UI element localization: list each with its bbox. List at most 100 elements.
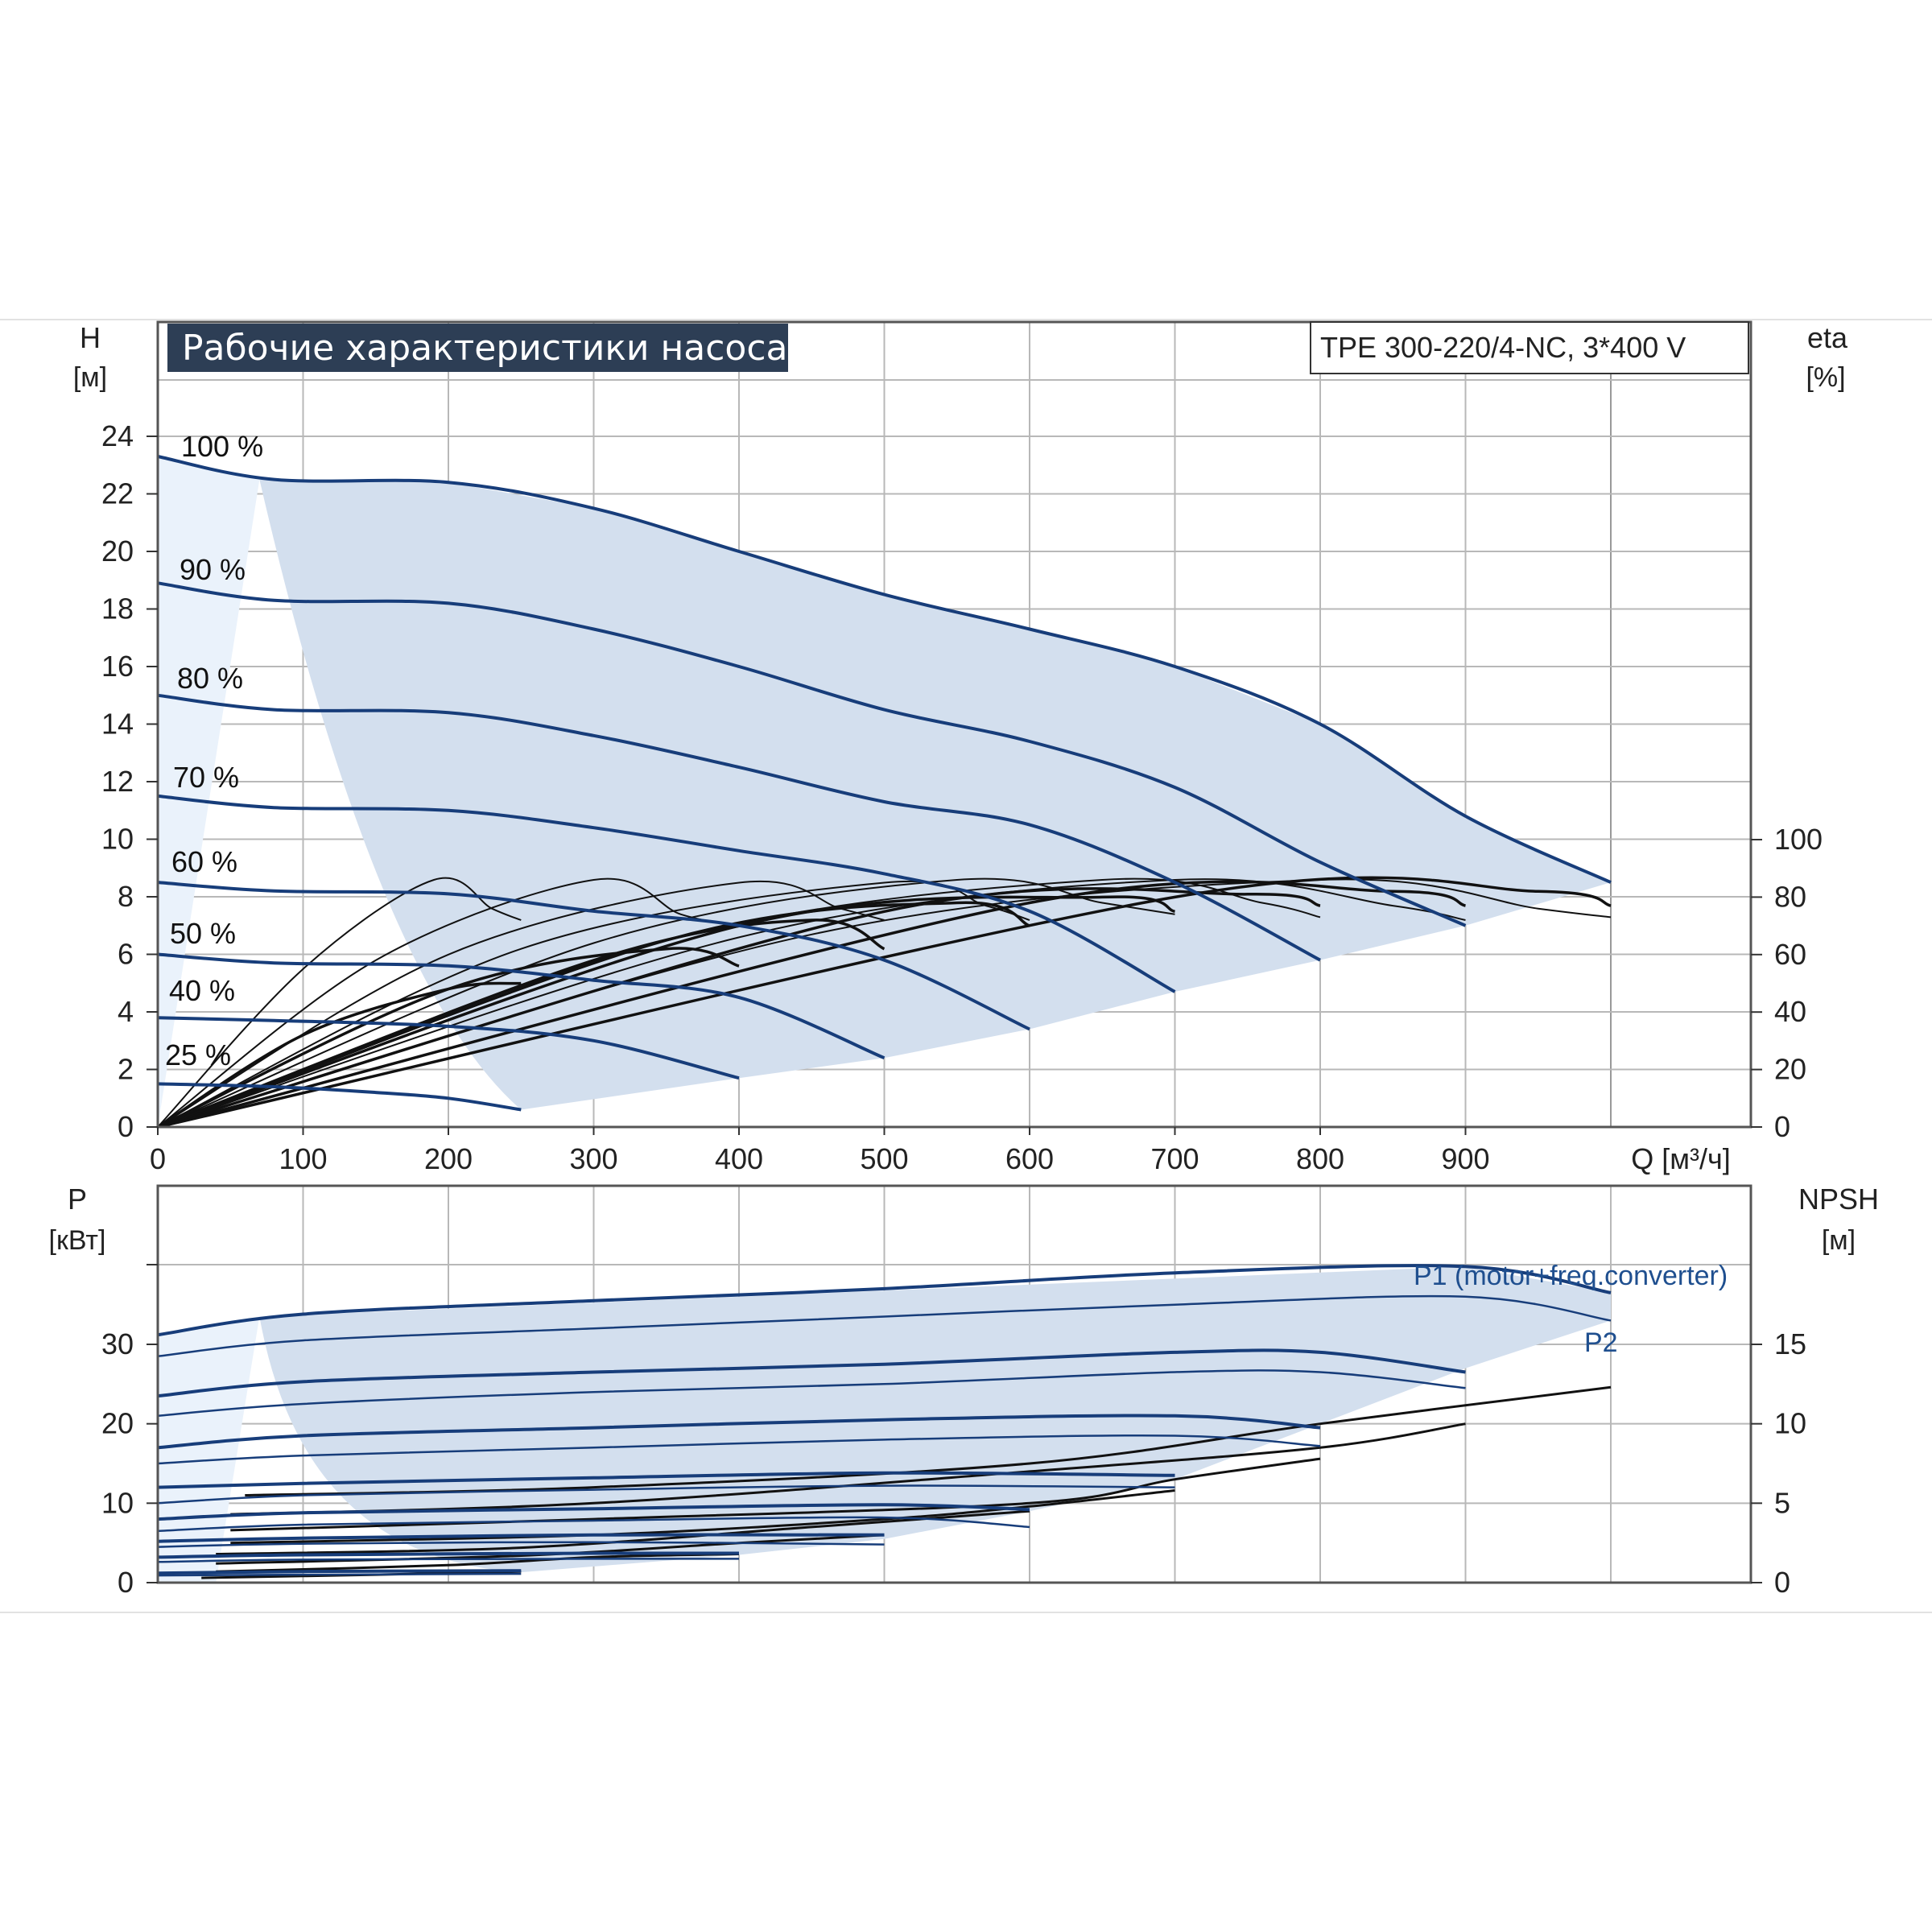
x-tick-label: 400 <box>715 1142 763 1175</box>
power-curve <box>157 1572 522 1577</box>
power-curve <box>157 1569 522 1575</box>
npsh-tick-label: 10 <box>1774 1407 1806 1440</box>
p-tick-label: 10 <box>101 1486 134 1519</box>
x-tick-label: 300 <box>569 1142 617 1175</box>
power-curve <box>157 1541 885 1548</box>
operating-region <box>259 479 1612 1110</box>
head-curve <box>157 881 1030 1031</box>
power-curve <box>157 1516 1030 1533</box>
power-curve <box>157 1294 1612 1358</box>
y2-tick-label: 40 <box>1774 995 1806 1028</box>
p-axis-label: P <box>68 1183 87 1216</box>
power-curve <box>157 1369 1466 1418</box>
low-flow-region <box>158 456 260 1127</box>
npsh-curve <box>216 1553 740 1573</box>
low-flow-region <box>158 1316 260 1583</box>
npsh-tick-label: 15 <box>1774 1327 1806 1360</box>
efficiency-curve <box>157 877 1175 1128</box>
npsh-tick-label: 5 <box>1774 1486 1790 1519</box>
y-tick-label: 8 <box>118 880 134 913</box>
series-label-p2: P2 <box>1584 1327 1618 1358</box>
y-tick-label: 12 <box>101 765 134 798</box>
y-tick-label: 18 <box>101 592 134 625</box>
head-curve <box>157 794 1176 993</box>
speed-label: 80 % <box>177 662 243 695</box>
head-curve <box>157 581 1467 927</box>
npsh-axis-unit: [м] <box>1822 1225 1856 1256</box>
head-efficiency-panel: 100 %90 %80 %70 %60 %50 %40 %25 %0246810… <box>101 320 1823 1175</box>
x-tick-label: 800 <box>1296 1142 1344 1175</box>
plot-frame <box>156 1184 1752 1584</box>
efficiency-curve <box>157 895 1175 1129</box>
p-tick-label: 30 <box>101 1327 134 1360</box>
power-curve <box>157 1533 885 1543</box>
speed-label: 25 % <box>165 1038 231 1071</box>
x-tick-label: 700 <box>1150 1142 1199 1175</box>
speed-label: 40 % <box>169 974 235 1007</box>
power-curve <box>157 1434 1321 1465</box>
power-curve <box>157 1503 1030 1521</box>
head-curve <box>157 693 1321 962</box>
series-label-p1: P1 (motor+freq.converter) <box>1414 1261 1728 1291</box>
y-tick-label: 24 <box>101 419 134 452</box>
model-label: TPE 300-220/4-NC, 3*400 V <box>1320 331 1686 364</box>
model-box <box>1310 321 1749 374</box>
x-tick-label: 100 <box>279 1142 327 1175</box>
power-curve <box>157 1471 1175 1489</box>
y-axis-unit: [м] <box>73 362 107 393</box>
x-axis-label: Q [м³/ч] <box>1631 1142 1731 1175</box>
speed-label: 50 % <box>170 917 236 950</box>
chart-title: Рабочие характеристики насоса <box>182 328 787 369</box>
y-tick-label: 16 <box>101 650 134 683</box>
head-curve <box>157 455 1612 884</box>
power-curve <box>157 1551 740 1559</box>
power-curve <box>157 1558 740 1563</box>
x-tick-label: 900 <box>1441 1142 1489 1175</box>
x-tick-label: 200 <box>424 1142 473 1175</box>
y2-tick-label: 100 <box>1774 823 1823 856</box>
y-tick-label: 2 <box>118 1053 134 1086</box>
head-curve <box>157 952 886 1060</box>
y-tick-label: 20 <box>101 535 134 568</box>
npsh-curve <box>230 1457 1321 1532</box>
y2-tick-label: 80 <box>1774 880 1806 913</box>
y2-tick-label: 60 <box>1774 938 1806 971</box>
y-tick-label: 10 <box>101 823 134 856</box>
head-curve <box>157 1016 740 1080</box>
y-tick-label: 22 <box>101 477 134 510</box>
efficiency-curve <box>157 887 1321 1129</box>
efficiency-curve <box>157 880 1466 1129</box>
y2-tick-label: 20 <box>1774 1053 1806 1086</box>
x-tick-label: 600 <box>1005 1142 1054 1175</box>
efficiency-curve <box>157 981 522 1129</box>
p-tick-label: 20 <box>101 1407 134 1440</box>
efficiency-curve <box>157 876 1612 1129</box>
speed-label: 60 % <box>171 845 237 878</box>
x-tick-label: 0 <box>150 1142 166 1175</box>
speed-label: 100 % <box>181 430 263 463</box>
power-curve <box>157 1484 1175 1505</box>
npsh-tick-label: 0 <box>1774 1566 1790 1599</box>
power-curve <box>157 1348 1466 1398</box>
speed-label: 70 % <box>173 761 239 794</box>
y-tick-label: 14 <box>101 708 134 741</box>
power-curve <box>157 1264 1612 1337</box>
y-tick-label: 0 <box>118 1110 134 1143</box>
power-npsh-panel: P1 (motor+freq.converter) P2 0 10 20 30 0 5 10 15 <box>101 1184 1806 1599</box>
efficiency-curve <box>157 947 740 1129</box>
efficiency-curve <box>157 901 1030 1129</box>
x-tick-label: 500 <box>860 1142 908 1175</box>
npsh-curve <box>230 1489 1175 1545</box>
y2-tick-label: 0 <box>1774 1110 1790 1143</box>
npsh-axis-label: NPSH <box>1798 1183 1879 1216</box>
title-box <box>167 324 788 372</box>
head-curve <box>157 1082 522 1112</box>
efficiency-curve <box>157 877 740 1128</box>
y2-axis-label: eta <box>1807 321 1848 354</box>
y-tick-label: 4 <box>118 995 134 1028</box>
p-tick-label: 0 <box>118 1566 134 1599</box>
p-axis-unit: [кВт] <box>49 1225 106 1256</box>
y2-axis-unit: [%] <box>1806 362 1845 393</box>
power-curve <box>157 1414 1321 1450</box>
